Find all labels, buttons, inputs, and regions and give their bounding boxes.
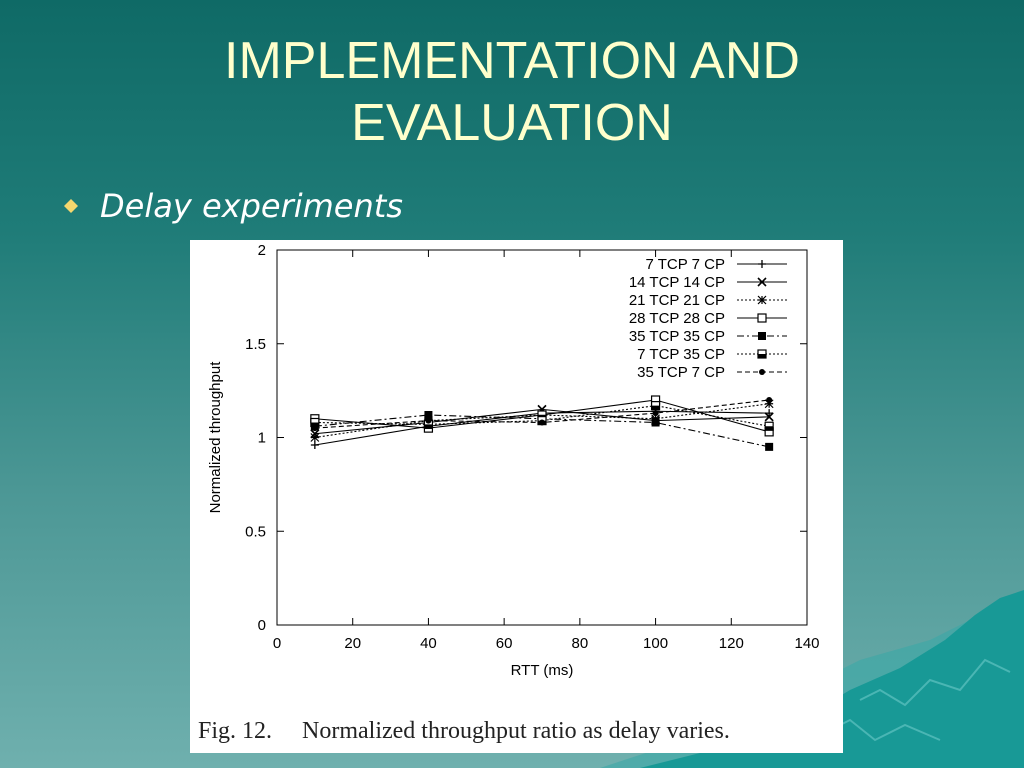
legend-marker-6-fill: [758, 354, 766, 358]
x-tick-label: 40: [420, 635, 437, 652]
legend-marker-5: [758, 332, 766, 340]
slide-title-line-2: EVALUATION: [351, 94, 673, 152]
legend-marker-2: [757, 277, 767, 287]
legend-marker-7: [759, 369, 765, 375]
legend-label: 14 TCP 14 CP: [629, 274, 725, 291]
legend-label: 35 TCP 35 CP: [629, 328, 725, 345]
figure-caption-label: Fig. 12.: [198, 718, 273, 744]
data-point-series-7: [652, 410, 659, 417]
data-point-series-3: [310, 433, 320, 442]
y-tick-label: 2: [258, 242, 266, 259]
x-axis-label: RTT (ms): [511, 662, 574, 679]
slide-title-line-1: IMPLEMENTATION AND: [224, 32, 800, 90]
x-tick-label: 120: [719, 635, 744, 652]
legend-label: 35 TCP 7 CP: [637, 364, 725, 381]
data-point-series-7: [766, 397, 773, 403]
data-point-series-5: [651, 418, 660, 427]
figure: 0 20 40 60 80 100 120 140 0 0.5 1 1.5 2 RTT (ms) Norma…: [190, 240, 843, 753]
x-tick-label: 60: [496, 635, 513, 652]
data-point-series-7: [311, 425, 318, 432]
data-point-series-6-fill: [310, 422, 319, 427]
legend-marker-3: [757, 295, 767, 305]
legend-marker-4: [757, 313, 767, 323]
plot-frame: [276, 249, 808, 626]
legend-label: 21 TCP 21 CP: [629, 292, 725, 309]
data-point-series-5: [765, 442, 774, 451]
data-point-series-5: [424, 411, 433, 419]
data-point-series-1: [310, 441, 319, 449]
legend-marker-1: [758, 260, 766, 268]
figure-caption-text: Normalized throughput ratio as delay var…: [302, 718, 730, 744]
series-line-6: [314, 405, 770, 427]
line-chart: 0 20 40 60 80 100 120 140 0 0.5 1 1.5 2 RTT (ms) Norma…: [207, 242, 820, 679]
data-point-series-7: [425, 417, 432, 424]
diamond-bullet-icon: [64, 199, 78, 213]
data-point-series-2: [764, 412, 774, 422]
legend-label: 7 TCP 35 CP: [637, 346, 725, 363]
x-tick-label: 140: [794, 635, 819, 652]
bullet-text: Delay experiments: [100, 187, 403, 225]
legend-label: 28 TCP 28 CP: [629, 310, 725, 327]
y-tick-label: 1.5: [245, 336, 266, 353]
x-tick-label: 0: [273, 635, 281, 652]
y-axis-label: Normalized throughput: [207, 361, 224, 514]
bullet-item: Delay experiments: [64, 184, 403, 228]
x-tick-label: 100: [643, 635, 668, 652]
mountain-shape-front: [640, 590, 1024, 768]
x-tick-label: 20: [344, 635, 361, 652]
data-point-series-3: [764, 399, 774, 409]
y-tick-label: 0.5: [245, 523, 266, 540]
slide-title: IMPLEMENTATION AND EVALUATION: [0, 30, 1024, 154]
figure-caption: Fig. 12. Normalized throughput ratio as d…: [198, 718, 843, 745]
legend-label: 7 TCP 7 CP: [646, 256, 725, 273]
data-point-series-7: [539, 419, 545, 426]
x-tick-label: 80: [572, 635, 589, 652]
y-tick-label: 0: [258, 617, 266, 634]
data-point-series-6-fill: [765, 426, 774, 431]
y-tick-label: 1: [258, 430, 266, 447]
data-point-series-6-fill: [424, 424, 433, 429]
data-point-series-6-fill: [651, 405, 660, 410]
